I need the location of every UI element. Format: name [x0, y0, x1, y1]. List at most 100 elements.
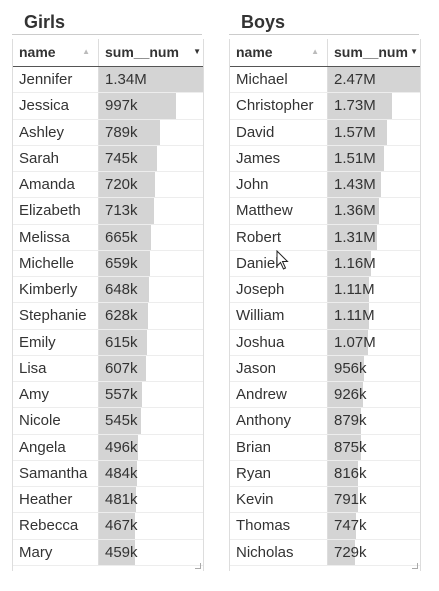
sum-value: 615k	[105, 333, 138, 351]
table-row: Sarah 745k	[13, 145, 203, 172]
value-bar	[99, 460, 137, 486]
name-cell: Sarah	[13, 145, 99, 171]
name-cell: Daniel	[230, 250, 328, 276]
table-row: Nicholas 729k	[230, 539, 420, 566]
sort-desc-icon[interactable]: ▼	[193, 47, 201, 56]
boys-header-sum[interactable]: sum__num ▼	[328, 39, 420, 66]
resize-handle[interactable]	[195, 563, 201, 569]
name-cell: Amanda	[13, 172, 99, 198]
sum-value: 1.16M	[334, 254, 376, 272]
name-cell: William	[230, 303, 328, 329]
sum-cell: 789k	[99, 119, 203, 145]
sum-cell: 1.16M	[328, 250, 420, 276]
boys-header-name[interactable]: name ▲	[230, 39, 328, 66]
name-cell: Kevin	[230, 487, 328, 513]
table-row: Joseph 1.11M	[230, 277, 420, 304]
sum-value: 713k	[105, 202, 138, 220]
sum-value: 607k	[105, 359, 138, 377]
sum-cell: 615k	[99, 329, 203, 355]
name-cell: John	[230, 172, 328, 198]
value-bar	[99, 224, 151, 250]
value-bar	[328, 329, 368, 355]
table-row: James 1.51M	[230, 145, 420, 172]
girls-header-sum[interactable]: sum__num ▼	[99, 39, 203, 66]
name-cell: Emily	[13, 329, 99, 355]
sum-value: 791k	[334, 491, 367, 508]
girls-header-name[interactable]: name ▲	[13, 39, 99, 66]
table-row: Christopher 1.73M	[230, 93, 420, 120]
name-cell: Anthony	[230, 408, 328, 434]
sum-cell: 607k	[99, 355, 203, 381]
value-bar	[328, 303, 370, 329]
table-row: Joshua 1.07M	[230, 329, 420, 356]
value-bar	[99, 250, 151, 276]
table-row: Amanda 720k	[13, 172, 203, 199]
table-row: Kevin 791k	[230, 487, 420, 514]
name-cell: Samantha	[13, 460, 99, 486]
sum-value: 648k	[105, 281, 138, 298]
sum-cell: 1.36M	[328, 198, 420, 224]
sum-cell: 875k	[328, 434, 420, 460]
sum-cell: 713k	[99, 198, 203, 224]
value-bar	[99, 303, 148, 329]
sum-value: 926k	[334, 386, 367, 403]
table-row: Jennifer 1.34M	[13, 67, 203, 94]
sum-value: 496k	[105, 438, 138, 456]
name-cell: Ryan	[230, 460, 328, 486]
boys-rows: Michael 2.47M Christopher 1.73M David 1.57M Ja…	[230, 67, 420, 566]
sum-cell: 665k	[99, 224, 203, 250]
table-row: Kimberly 648k	[13, 277, 203, 304]
sort-icon[interactable]: ▲	[82, 47, 90, 56]
table-row: David 1.57M	[230, 119, 420, 146]
value-bar	[328, 224, 377, 250]
sum-cell: 557k	[99, 382, 203, 408]
sum-value: 2.47M	[334, 71, 376, 88]
name-cell: Rebecca	[13, 513, 99, 539]
name-cell: Ashley	[13, 119, 99, 145]
table-row: William 1.11M	[230, 303, 420, 330]
value-bar	[99, 434, 138, 460]
value-bar	[99, 277, 150, 303]
name-cell: Joshua	[230, 329, 328, 355]
value-bar	[99, 145, 157, 171]
sum-cell: 1.07M	[328, 329, 420, 355]
sum-cell: 648k	[99, 277, 203, 303]
name-cell: Matthew	[230, 198, 328, 224]
name-cell: Jessica	[13, 93, 99, 119]
table-row: Anthony 879k	[230, 408, 420, 435]
sum-value: 1.31M	[334, 228, 376, 246]
resize-handle[interactable]	[412, 563, 418, 569]
sum-value: 1.51M	[334, 149, 376, 167]
sum-value: 467k	[105, 517, 138, 535]
sum-cell: 745k	[99, 145, 203, 171]
name-cell: Jason	[230, 355, 328, 381]
sum-cell: 467k	[99, 513, 203, 539]
value-bar	[328, 67, 420, 93]
name-cell: Robert	[230, 224, 328, 250]
sum-cell: 879k	[328, 408, 420, 434]
table-row: Andrew 926k	[230, 382, 420, 409]
sum-cell: 1.11M	[328, 303, 420, 329]
boys-panel: Boys name ▲ sum__num ▼ Michael 2.47M Chris…	[229, 0, 421, 571]
name-cell: Kimberly	[13, 277, 99, 303]
table-row: Robert 1.31M	[230, 224, 420, 251]
sort-desc-icon[interactable]: ▼	[410, 47, 418, 56]
boys-title: Boys	[229, 0, 419, 35]
value-bar	[328, 145, 385, 171]
value-bar	[99, 119, 161, 145]
sort-icon[interactable]: ▲	[311, 47, 319, 56]
sum-value: 1.11M	[334, 281, 375, 298]
name-cell: Michael	[230, 67, 328, 93]
sum-cell: 481k	[99, 487, 203, 513]
sum-cell: 729k	[328, 539, 420, 565]
table-row: Amy 557k	[13, 382, 203, 409]
sum-value: 729k	[334, 543, 367, 561]
sum-value: 557k	[105, 386, 138, 403]
name-cell: Elizabeth	[13, 198, 99, 224]
name-cell: Stephanie	[13, 303, 99, 329]
sum-value: 997k	[105, 97, 138, 115]
sum-value: 1.36M	[334, 202, 376, 220]
sum-value: 875k	[334, 438, 367, 456]
girls-rows: Jennifer 1.34M Jessica 997k Ashley 789k Sarah 7…	[13, 67, 203, 566]
value-bar	[99, 382, 143, 408]
